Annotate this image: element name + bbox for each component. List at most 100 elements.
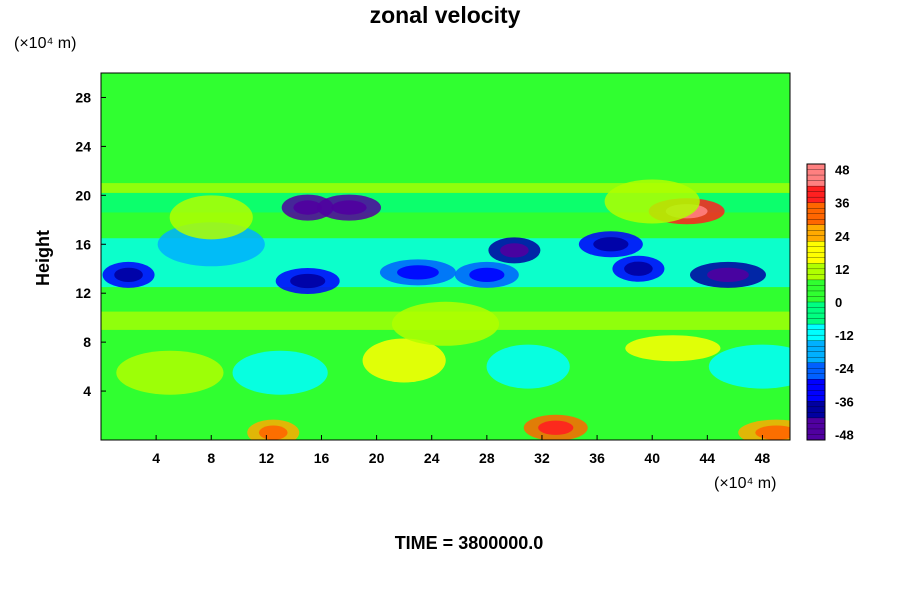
field-feature	[604, 179, 700, 224]
y-tick-label: 28	[75, 89, 91, 105]
colorbar-frame	[806, 163, 826, 441]
colorbar-cell	[806, 274, 826, 281]
field-feature-core	[290, 273, 326, 289]
colorbar-cell	[806, 235, 826, 242]
x-tick-label: 24	[424, 450, 440, 466]
y-tick-label: 16	[75, 236, 91, 252]
field-feature	[169, 195, 253, 240]
colorbar-cell	[806, 318, 826, 325]
x-tick-label: 36	[589, 450, 605, 466]
field-feature-core	[331, 200, 367, 215]
colorbar-tick-label: 24	[835, 229, 850, 244]
field-feature-core	[114, 267, 143, 282]
colorbar-cell	[806, 406, 826, 413]
colorbar-ticks: 48 36 24 12 0 -12 -24 -36 -48	[835, 163, 855, 443]
x-tick-label: 44	[700, 450, 716, 466]
x-tick-label: 48	[755, 450, 771, 466]
colorbar-cell	[806, 346, 826, 353]
colorbar-cell	[806, 384, 826, 391]
colorbar-cell	[806, 180, 826, 187]
field-feature-core	[593, 237, 629, 252]
colorbar-cell	[806, 208, 826, 215]
colorbar-cell	[806, 163, 826, 170]
colorbar-cell	[806, 169, 826, 176]
colorbar-cell	[806, 307, 826, 314]
y-tick-label: 8	[83, 334, 91, 350]
field-feature-core	[538, 420, 574, 435]
colorbar-cell	[806, 401, 826, 408]
field-feature	[232, 350, 328, 395]
colorbar	[806, 163, 826, 441]
colorbar-cell	[806, 357, 826, 364]
field-feature-core	[755, 425, 790, 440]
field-feature-core	[397, 265, 439, 280]
colorbar-cell	[806, 279, 826, 286]
colorbar-cell	[806, 191, 826, 198]
colorbar-cell	[806, 241, 826, 248]
x-tick-label: 8	[207, 450, 215, 466]
colorbar-cell	[806, 296, 826, 303]
y-axis-unit-label: (×10⁴ m)	[14, 35, 76, 52]
colorbar-cell	[806, 395, 826, 402]
colorbar-cell	[806, 257, 826, 264]
colorbar-cell	[806, 334, 826, 342]
colorbar-cell	[806, 290, 826, 297]
field-feature-core	[469, 267, 505, 282]
field-feature-core	[624, 261, 653, 276]
x-tick-label: 28	[479, 450, 495, 466]
colorbar-cell	[806, 373, 826, 380]
colorbar-cell	[806, 412, 826, 419]
y-axis-title: Height	[33, 230, 53, 286]
field-feature	[391, 301, 500, 346]
field-feature	[486, 344, 570, 389]
colorbar-cell	[806, 263, 826, 270]
colorbar-cell	[806, 285, 826, 292]
colorbar-cell	[806, 230, 826, 237]
colorbar-cell	[806, 185, 826, 193]
colorbar-cell	[806, 390, 826, 397]
colorbar-cell	[806, 428, 826, 435]
field-feature-core	[707, 267, 749, 282]
y-tick-label: 4	[83, 383, 91, 399]
colorbar-cell	[806, 351, 826, 358]
colorbar-cell	[806, 202, 826, 209]
colorbar-tick-label: -48	[835, 427, 854, 442]
x-axis-unit-label: (×10⁴ m)	[714, 475, 776, 492]
field-band	[101, 183, 790, 193]
x-tick-label: 12	[259, 450, 275, 466]
x-tick-label: 20	[369, 450, 385, 466]
x-tick-label: 40	[644, 450, 660, 466]
colorbar-cell	[806, 340, 826, 347]
colorbar-cell	[806, 368, 826, 375]
chart-title: zonal velocity	[370, 2, 521, 28]
time-label: TIME = 3800000.0	[395, 533, 544, 553]
y-tick-label: 20	[75, 187, 91, 203]
x-tick-label: 32	[534, 450, 550, 466]
colorbar-cell	[806, 379, 826, 386]
y-tick-label: 24	[75, 138, 91, 154]
y-tick-label: 12	[75, 285, 91, 301]
field-feature	[708, 344, 790, 389]
colorbar-cell	[806, 362, 826, 369]
colorbar-tick-label: -12	[835, 328, 854, 343]
field-feature-core	[293, 200, 323, 215]
colorbar-cell	[806, 268, 826, 275]
colorbar-tick-label: 12	[835, 262, 849, 277]
colorbar-tick-label: -36	[835, 394, 854, 409]
colorbar-cell	[806, 252, 826, 259]
field-feature-core	[258, 425, 288, 440]
colorbar-cell	[806, 417, 826, 424]
colorbar-cell	[806, 246, 826, 253]
field-feature	[116, 350, 224, 395]
colorbar-cell	[806, 423, 826, 430]
field-feature	[362, 338, 446, 383]
colorbar-cell	[806, 213, 826, 220]
colorbar-cell	[806, 224, 826, 231]
colorbar-tick-label: 0	[835, 295, 842, 310]
colorbar-cell	[806, 434, 826, 441]
colorbar-cell	[806, 174, 826, 182]
colorbar-cell	[806, 323, 826, 331]
colorbar-cell	[806, 301, 826, 308]
